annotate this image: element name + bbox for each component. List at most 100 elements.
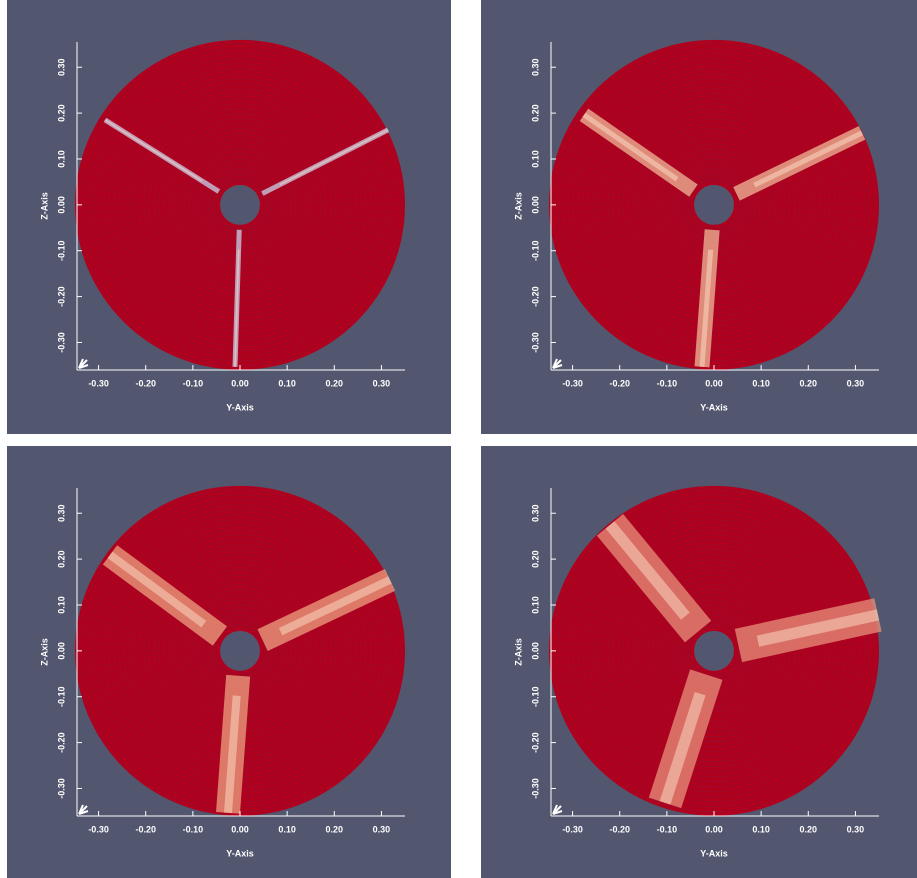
spoke: [549, 633, 693, 649]
spoke: [242, 226, 258, 369]
spoke: [92, 129, 221, 195]
blade-core: [107, 551, 207, 628]
orientation-triad: [552, 358, 563, 369]
spoke: [142, 668, 228, 785]
spoke: [258, 661, 383, 734]
hub: [220, 630, 260, 671]
spoke: [557, 211, 694, 256]
spoke: [246, 493, 292, 630]
spoke: [725, 669, 804, 790]
spoke: [552, 209, 693, 240]
x-tick-label: 0.10: [752, 824, 770, 834]
spoke: [251, 512, 330, 633]
spoke: [172, 500, 232, 631]
spoke: [729, 220, 831, 322]
spoke: [735, 196, 879, 204]
spoke: [172, 54, 232, 185]
spoke: [180, 225, 233, 359]
y-tick-label: -0.20: [56, 286, 66, 307]
spoke: [260, 658, 395, 711]
x-axis-title: Y-Axis: [700, 402, 728, 412]
x-tick-label: 0.00: [705, 824, 723, 834]
spoke: [720, 493, 766, 630]
spoke: [106, 217, 223, 302]
spoke: [731, 546, 843, 638]
spoke: [735, 187, 879, 203]
spoke: [75, 196, 219, 204]
spoke: [244, 489, 275, 630]
spoke: [244, 43, 275, 184]
spoke: [554, 162, 693, 200]
spoke: [662, 225, 708, 362]
spoke: [256, 219, 363, 316]
spoke: [75, 642, 219, 650]
spoke: [559, 658, 694, 711]
spoke: [245, 491, 283, 630]
spoke: [257, 107, 374, 193]
spoke: [720, 47, 766, 184]
spoke: [575, 662, 696, 741]
spoke: [671, 491, 709, 630]
spoke: [603, 82, 700, 189]
y-axis-title: Z-Axis: [513, 192, 523, 220]
spoke: [247, 496, 300, 631]
spoke: [261, 633, 405, 649]
spoke: [97, 661, 222, 734]
x-tick-label: -0.30: [88, 378, 109, 388]
y-tick-label: 0.10: [56, 596, 66, 614]
spoke: [142, 71, 228, 188]
spoke: [563, 213, 694, 273]
blade-core: [278, 576, 392, 636]
spoke: [721, 50, 774, 185]
spoke: [716, 486, 732, 629]
y-tick-label: 0.30: [530, 504, 540, 522]
spoke: [724, 223, 797, 348]
spoke: [261, 210, 400, 248]
spoke: [732, 216, 853, 295]
spoke: [259, 660, 388, 726]
spoke: [726, 668, 812, 785]
spoke: [250, 507, 323, 632]
spoke: [83, 153, 220, 199]
spoke: [164, 503, 231, 632]
spoke: [722, 500, 782, 631]
spoke: [78, 616, 219, 647]
spoke: [557, 657, 694, 702]
spoke: [715, 40, 723, 183]
spoke: [566, 214, 695, 280]
hub: [694, 184, 734, 225]
spoke: [75, 651, 219, 660]
spoke: [734, 212, 869, 265]
spoke: [231, 40, 239, 183]
spoke: [733, 214, 862, 280]
x-tick-label: 0.10: [278, 378, 296, 388]
spoke: [719, 45, 757, 184]
spoke: [557, 599, 694, 645]
spoke: [77, 208, 219, 231]
spoke: [261, 209, 402, 240]
spoke: [731, 664, 843, 755]
spoke: [718, 43, 749, 184]
spoke: [728, 667, 825, 774]
spoke: [180, 496, 233, 631]
spoke: [723, 503, 790, 632]
spoke: [728, 82, 825, 189]
spoke: [723, 57, 790, 186]
spoke: [123, 666, 225, 768]
spoke: [610, 221, 701, 334]
x-tick-label: 0.00: [231, 378, 249, 388]
spoke: [256, 94, 363, 191]
spoke: [164, 224, 231, 352]
spoke: [257, 663, 374, 748]
spoke: [257, 664, 369, 755]
spoke: [261, 196, 405, 204]
spoke: [117, 94, 224, 191]
spoke: [735, 656, 874, 694]
spoke: [85, 591, 220, 644]
spoke: [85, 212, 220, 265]
spoke: [260, 213, 391, 273]
spoke: [549, 651, 693, 660]
spoke: [249, 224, 316, 352]
spoke: [624, 223, 703, 344]
hub: [220, 184, 260, 225]
